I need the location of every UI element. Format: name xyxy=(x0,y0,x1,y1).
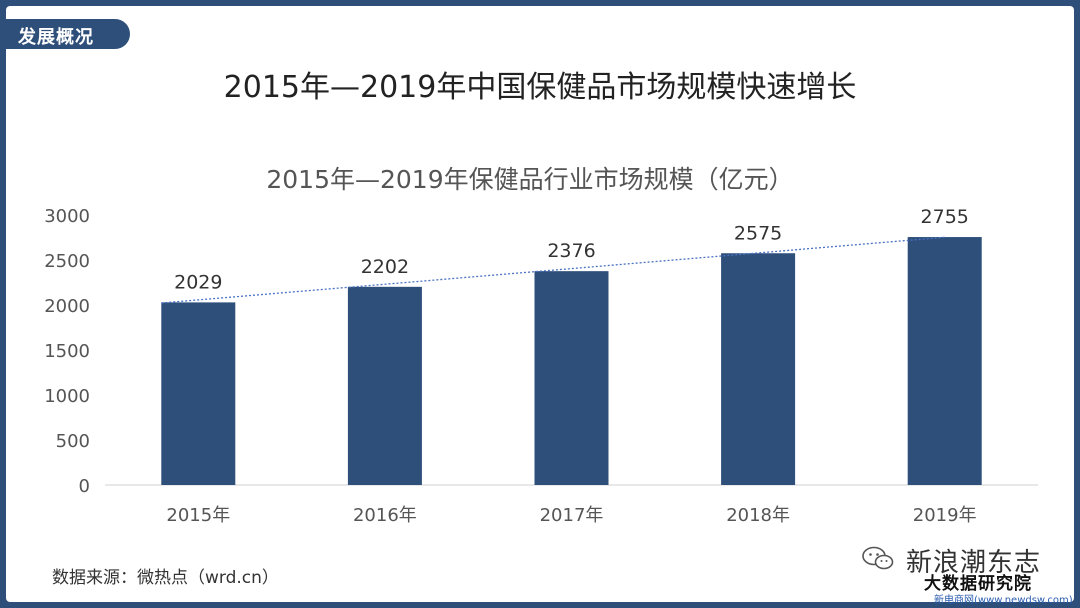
bar xyxy=(907,237,982,485)
wechat-icon xyxy=(862,546,894,570)
y-tick-label: 3000 xyxy=(44,206,90,227)
data-source: 数据来源：微热点（wrd.cn） xyxy=(52,568,279,588)
bar-value-label: 2755 xyxy=(921,206,969,228)
x-tick-label: 2019年 xyxy=(913,505,977,526)
y-tick-label: 0 xyxy=(79,476,90,497)
bar xyxy=(347,286,422,485)
page-title: 2015年—2019年中国保健品市场规模快速增长 xyxy=(223,70,857,105)
logo-title: 新浪潮东志 xyxy=(906,548,1042,578)
brand-logo: 新浪潮东志 大数据研究院 新电商网(www.newdsw.com) xyxy=(862,540,1074,606)
bar xyxy=(721,253,796,485)
x-tick-label: 2018年 xyxy=(726,505,790,526)
y-tick-label: 1000 xyxy=(44,386,90,407)
logo-subtitle: 大数据研究院 xyxy=(924,574,1032,594)
x-tick-label: 2017年 xyxy=(540,505,604,526)
section-tag: 发展概况 xyxy=(6,19,130,49)
bar-value-label: 2376 xyxy=(547,240,595,262)
bar xyxy=(534,271,609,485)
trend-line xyxy=(161,236,945,304)
bar-value-label: 2202 xyxy=(361,256,409,278)
y-tick-label: 1500 xyxy=(44,341,90,362)
bar xyxy=(161,302,236,485)
y-tick-label: 2000 xyxy=(44,296,90,317)
chart-title: 2015年—2019年保健品行业市场规模（亿元） xyxy=(266,165,793,194)
bar-value-label: 2575 xyxy=(734,222,782,244)
bar-value-label: 2029 xyxy=(174,271,222,293)
y-tick-label: 2500 xyxy=(44,251,90,272)
section-tag-label: 发展概况 xyxy=(18,27,94,48)
x-tick-label: 2016年 xyxy=(353,505,417,526)
x-tick-label: 2015年 xyxy=(166,505,230,526)
y-tick-label: 500 xyxy=(56,431,90,452)
logo-url: 新电商网(www.newdsw.com) xyxy=(934,595,1073,606)
